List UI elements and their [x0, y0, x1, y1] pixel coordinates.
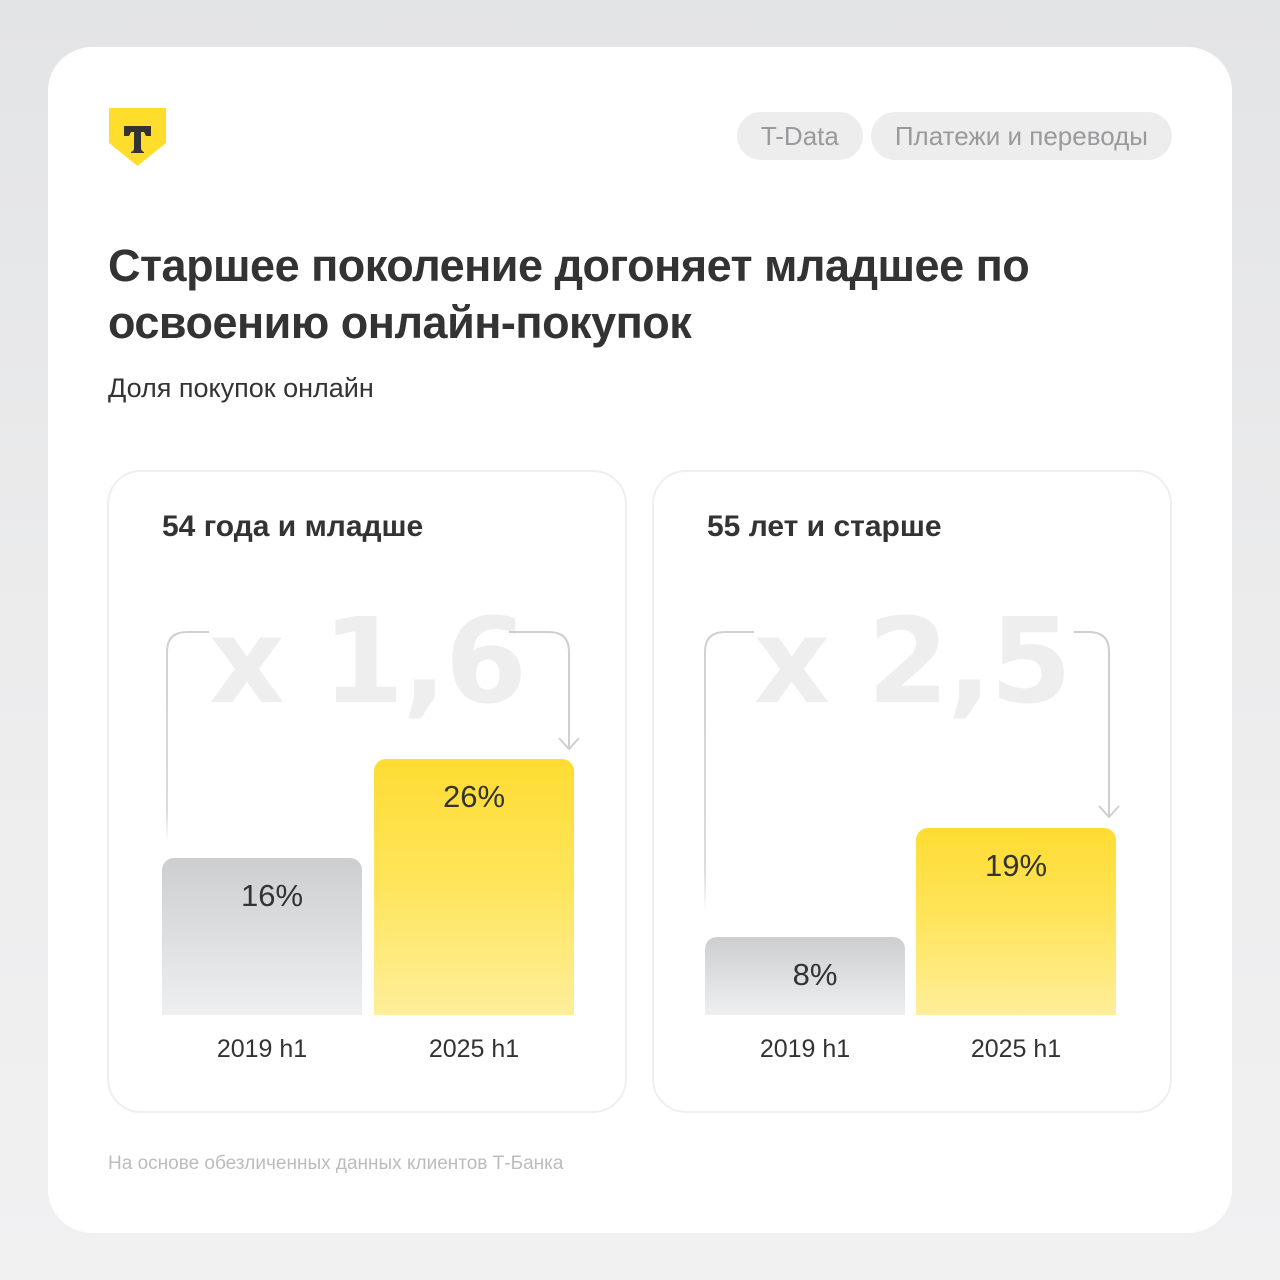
bar-value: 8%	[792, 957, 838, 992]
growth-multiplier: x 1,6	[208, 592, 527, 730]
tag-list: T-Data Платежи и переводы	[736, 112, 1172, 160]
bar-2025: 19%	[916, 828, 1116, 1015]
bar-2025: 26%	[374, 759, 574, 1015]
bar-value: 19%	[984, 848, 1048, 883]
tag-t-data[interactable]: T-Data	[736, 112, 863, 160]
tbank-shield-logo-icon	[109, 108, 166, 166]
growth-multiplier: x 2,5	[753, 592, 1072, 730]
bar-value: 26%	[442, 779, 506, 814]
tag-payments-transfers[interactable]: Платежи и переводы	[870, 112, 1172, 160]
panel-title: 54 года и младше	[162, 510, 424, 543]
growth-arrow-icon	[704, 631, 1120, 912]
x-axis-label: 2019 h1	[216, 1035, 308, 1063]
bar-2019: 16%	[162, 858, 362, 1015]
x-axis-label: 2019 h1	[759, 1035, 851, 1063]
x-axis-label: 2025 h1	[428, 1035, 520, 1063]
infographic-card: T-Data Платежи и переводы Старшее поколе…	[48, 47, 1232, 1233]
panel-54-and-younger: 54 года и младше x 1,6 16% 26% 2019 h1 2…	[107, 470, 627, 1113]
panel-title: 55 лет и старше	[707, 510, 942, 543]
footnote: На основе обезличенных данных клиентов Т…	[108, 1153, 564, 1174]
bar-2019: 8%	[705, 937, 905, 1015]
page-title: Старшее поколение догоняет младшее по ос…	[108, 240, 1030, 348]
x-axis-label: 2025 h1	[970, 1035, 1062, 1063]
growth-arrow-icon	[166, 631, 580, 842]
bar-value: 16%	[240, 878, 304, 913]
panel-55-and-older: 55 лет и старше x 2,5 8% 19% 2019 h1 202…	[652, 470, 1172, 1113]
chart-subtitle: Доля покупок онлайн	[108, 373, 374, 403]
